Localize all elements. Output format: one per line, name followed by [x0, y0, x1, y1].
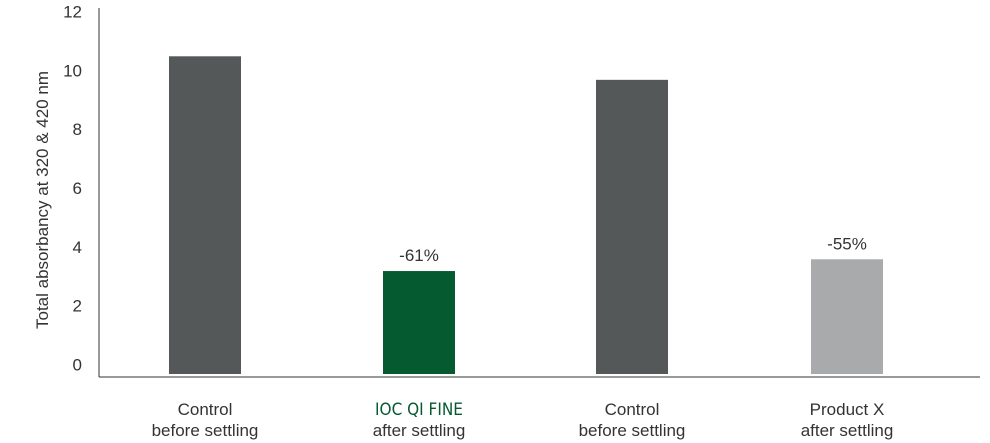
y-axis-ticks: 0 2 4 6 8 10 12 [63, 2, 82, 374]
y-tick-label: 4 [73, 238, 82, 257]
y-tick-label: 6 [73, 179, 82, 198]
y-tick-label: 12 [63, 2, 82, 21]
bars [169, 56, 883, 375]
bar [811, 259, 883, 374]
bar [596, 79, 668, 374]
x-category-label-line1: Product X [810, 400, 885, 419]
y-tick-label: 0 [73, 355, 82, 374]
x-category-label-line1: Control [178, 400, 233, 419]
bar-data-label: -61% [399, 246, 439, 265]
bar-data-label: -55% [827, 234, 867, 253]
y-tick-label: 2 [73, 297, 82, 316]
bar [383, 271, 455, 374]
y-tick-label: 10 [63, 61, 82, 80]
x-category-label-line2: after settling [801, 421, 894, 440]
x-category-label-line1: IOC QI FINE [375, 400, 463, 420]
data-labels: -61% -55% [399, 234, 867, 265]
x-category-label-line1: Control [605, 400, 660, 419]
x-category-label-line2: after settling [373, 421, 466, 440]
x-category-label-line2: before settling [152, 421, 259, 440]
bar [169, 56, 241, 375]
y-axis-label: Total absorbancy at 320 & 420 nm [33, 71, 52, 329]
y-tick-label: 8 [73, 120, 82, 139]
x-category-label-line2: before settling [579, 421, 686, 440]
